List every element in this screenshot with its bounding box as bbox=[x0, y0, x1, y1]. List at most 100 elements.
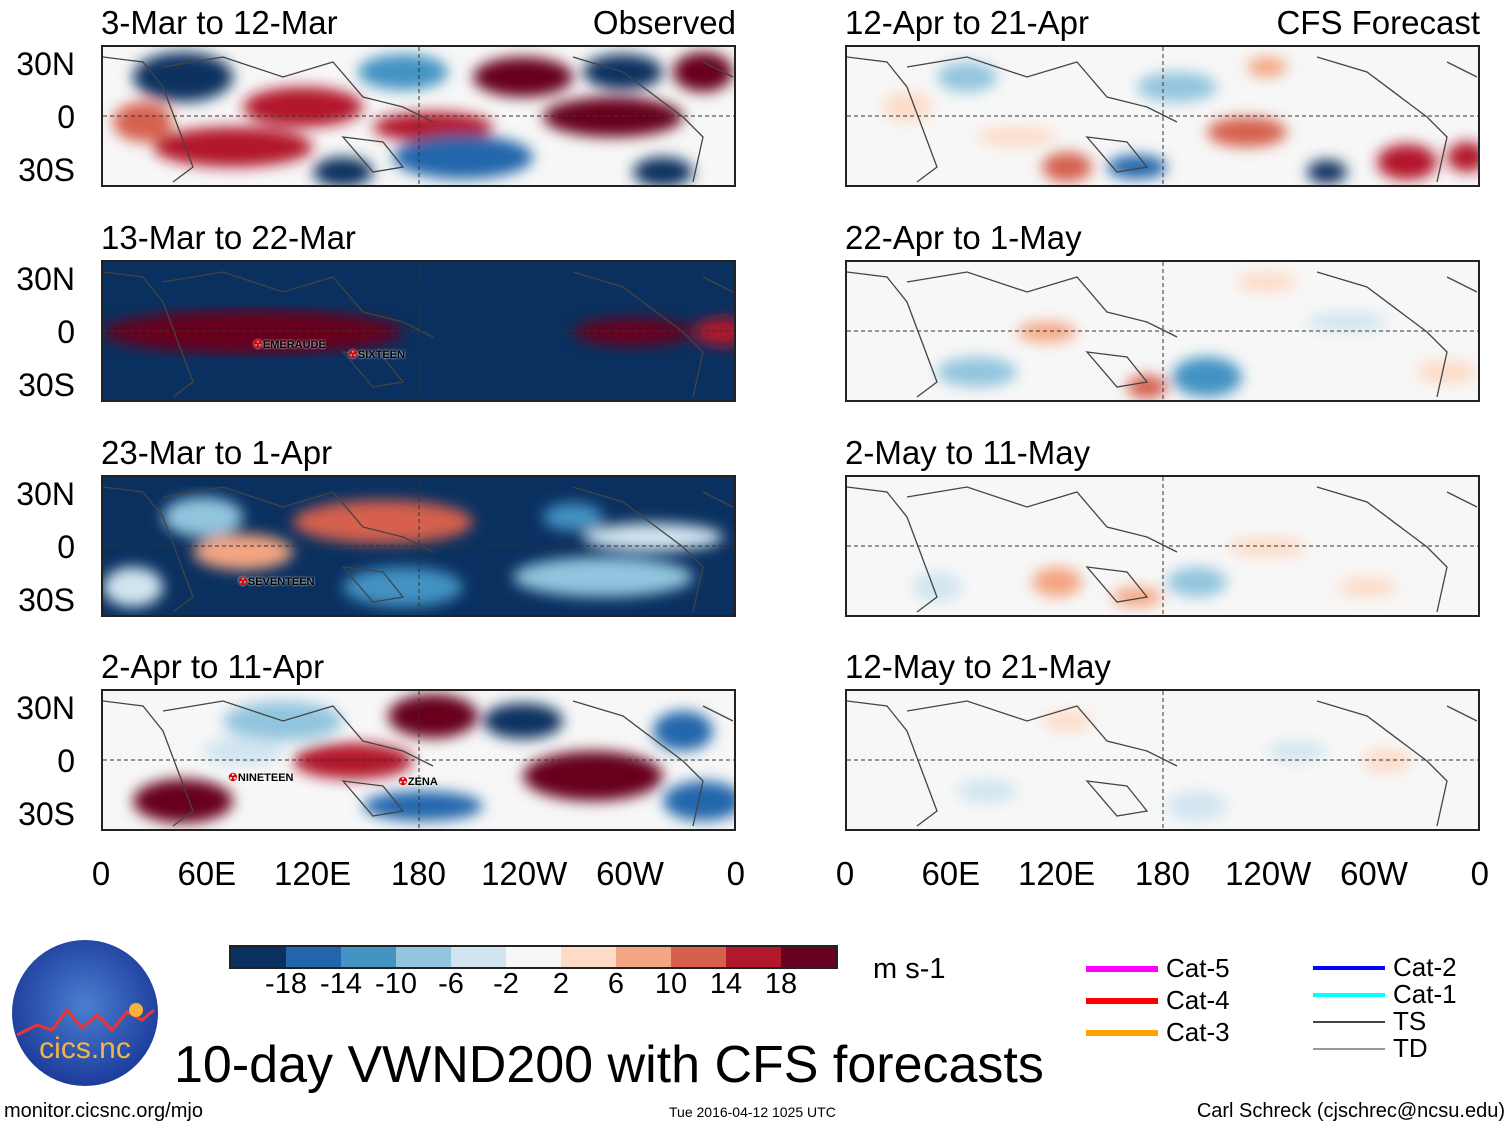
colorbar-tick: -10 bbox=[375, 968, 417, 1000]
lon-label: 60W bbox=[596, 855, 664, 892]
colorbar-tick: 14 bbox=[709, 968, 743, 1000]
track-legend-item: Cat-5 bbox=[1086, 953, 1230, 984]
lat-label: 30N bbox=[16, 476, 75, 512]
colorbar-tick: 6 bbox=[607, 968, 625, 1000]
panel-title: 13-Mar to 22-Mar bbox=[101, 219, 356, 256]
colorbar-swatch bbox=[341, 947, 396, 967]
storm-symbol-icon: ☢ bbox=[398, 776, 408, 788]
storm-symbol-icon: ☢ bbox=[238, 576, 248, 588]
lon-label: 0 bbox=[91, 855, 111, 892]
anomaly-region bbox=[1267, 741, 1327, 761]
panel-title: 12-May to 21-May bbox=[845, 648, 1111, 685]
anomaly-region bbox=[113, 102, 173, 142]
anomaly-region bbox=[1362, 749, 1412, 773]
lon-label: 60W bbox=[1340, 855, 1408, 892]
track-line-icon bbox=[1086, 1029, 1158, 1036]
anomaly-region bbox=[937, 62, 997, 92]
anomaly-region bbox=[103, 567, 163, 607]
coastlines bbox=[847, 700, 1478, 827]
panel-title: 2-May to 11-May bbox=[845, 434, 1091, 471]
map-panel-left-4: ☢NINETEEN ☢ZENA bbox=[101, 689, 736, 831]
colorbar bbox=[229, 945, 838, 969]
storm-symbol-icon: ☢ bbox=[228, 772, 238, 784]
map-panel-left-1 bbox=[101, 45, 736, 187]
anomaly-region bbox=[513, 557, 693, 597]
anomaly-region bbox=[1307, 312, 1387, 332]
lon-label: 120E bbox=[274, 855, 352, 892]
anomaly-region bbox=[1377, 144, 1437, 180]
footer-url[interactable]: monitor.cicsnc.org/mjo bbox=[4, 1100, 203, 1122]
track-legend-item: TD bbox=[1313, 1033, 1428, 1064]
anomaly-region bbox=[653, 711, 713, 751]
panel-title: 23-Mar to 1-Apr bbox=[101, 434, 333, 471]
lat-label: 0 bbox=[57, 529, 75, 565]
track-legend-item: Cat-3 bbox=[1086, 1017, 1230, 1048]
anomaly-region bbox=[977, 127, 1057, 147]
lon-label: 120W bbox=[481, 855, 568, 892]
anomaly-region bbox=[388, 694, 478, 738]
track-legend-item: TS bbox=[1313, 1006, 1426, 1037]
map-panel-left-3: ☢SEVENTEEN bbox=[101, 475, 736, 617]
anomaly-region bbox=[473, 57, 573, 97]
storm-symbol-icon: ☢ bbox=[253, 339, 263, 351]
lat-label: 30S bbox=[18, 367, 75, 403]
lon-label: 120W bbox=[1225, 855, 1312, 892]
anomaly-region bbox=[1107, 155, 1167, 179]
panel-title: 3-Mar to 12-Mar bbox=[101, 4, 338, 41]
coastlines bbox=[103, 56, 734, 183]
colorbar-swatch bbox=[616, 947, 671, 967]
storm-label: ☢EMERAUDE bbox=[253, 339, 326, 351]
colorbar-swatch bbox=[726, 947, 781, 967]
anomaly-region bbox=[393, 135, 533, 179]
lon-label: 0 bbox=[726, 855, 745, 892]
anomaly-region bbox=[1227, 537, 1307, 557]
lon-label: 180 bbox=[390, 855, 446, 892]
map-panel-right-4 bbox=[845, 689, 1480, 831]
colorbar-tick: 2 bbox=[552, 968, 570, 1000]
colorbar-swatch bbox=[451, 947, 506, 967]
anomaly-region bbox=[957, 779, 1017, 803]
anomaly-region bbox=[543, 97, 683, 137]
anomaly-region bbox=[573, 318, 693, 346]
track-legend-item: Cat-4 bbox=[1086, 985, 1230, 1016]
figure-title: 10-day VWND200 with CFS forecasts bbox=[174, 1036, 1044, 1094]
anomaly-region bbox=[1307, 160, 1347, 184]
anomaly-region bbox=[523, 751, 663, 801]
lat-label: 0 bbox=[57, 99, 75, 135]
coastlines bbox=[103, 486, 734, 613]
anomaly-region bbox=[1017, 322, 1077, 342]
anomaly-region bbox=[343, 567, 463, 607]
anomaly-region bbox=[1417, 360, 1477, 384]
anomaly-region bbox=[293, 743, 413, 779]
coastlines bbox=[847, 56, 1478, 183]
anomaly-region bbox=[693, 318, 734, 346]
anomaly-region bbox=[153, 127, 313, 167]
storm-label: ☢NINETEEN bbox=[228, 772, 294, 784]
colorbar-swatch bbox=[561, 947, 616, 967]
logo: cics.nc bbox=[12, 940, 158, 1086]
coastlines bbox=[103, 271, 734, 398]
anomaly-region bbox=[1112, 587, 1162, 607]
units-label: m s-1 bbox=[873, 953, 946, 985]
anomaly-region bbox=[193, 534, 293, 570]
colorbar-swatch bbox=[506, 947, 561, 967]
anomaly-region bbox=[373, 112, 493, 142]
lat-label: 30N bbox=[16, 690, 75, 726]
lat-label: 30S bbox=[18, 152, 75, 188]
anomaly-region bbox=[1167, 567, 1227, 597]
lon-label: 0 bbox=[1470, 855, 1489, 892]
anomaly-region bbox=[673, 52, 733, 92]
coastlines bbox=[103, 700, 734, 827]
track-line-icon bbox=[1313, 992, 1385, 997]
lat-label: 30S bbox=[18, 796, 75, 832]
anomaly-region bbox=[133, 779, 233, 823]
track-line-icon bbox=[1313, 1047, 1385, 1050]
colorbar-tick: -2 bbox=[493, 968, 519, 1000]
anomaly-region bbox=[1127, 375, 1167, 399]
map-panel-right-3 bbox=[845, 475, 1480, 617]
colorbar-tick: 18 bbox=[764, 968, 798, 1000]
anomaly-region bbox=[633, 157, 693, 185]
anomaly-region bbox=[583, 523, 723, 551]
map-panel-right-1 bbox=[845, 45, 1480, 187]
anomaly-region bbox=[293, 500, 473, 544]
